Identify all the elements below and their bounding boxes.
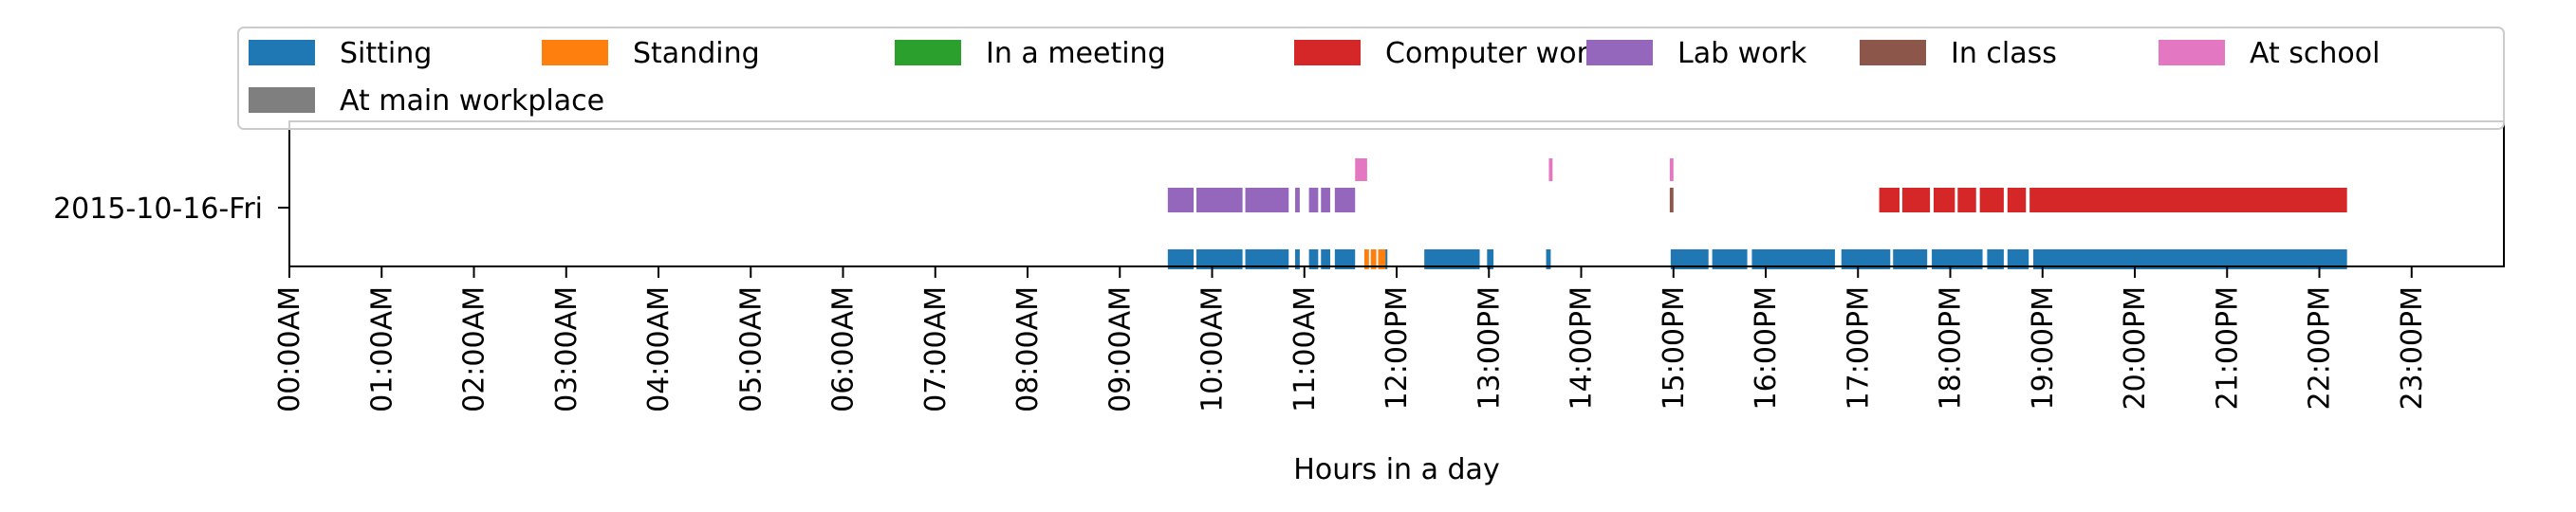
bar-sitting [1195, 249, 1243, 269]
bar-lab-work [1295, 188, 1300, 212]
bar-sitting [1424, 249, 1480, 269]
bar-computer-work [1879, 188, 1900, 212]
bar-standing [1370, 249, 1377, 269]
bar-computer-work [1901, 188, 1931, 212]
bar-sitting [1987, 249, 2004, 269]
x-tick-label: 17:00PM [1842, 286, 1875, 410]
bar-sitting [2033, 249, 2347, 269]
legend-label: Sitting [340, 37, 432, 70]
bar-lab-work [1195, 188, 1243, 212]
y-tick-label: 2015-10-16-Fri [53, 192, 263, 226]
bar-sitting [1546, 249, 1551, 269]
bar-sitting [1334, 249, 1356, 269]
bar-sitting [1841, 249, 1891, 269]
x-tick-label: 16:00PM [1750, 286, 1783, 410]
legend-swatch [1586, 40, 1653, 65]
bar-sitting [1932, 249, 1983, 269]
y-axis: 2015-10-16-Fri [53, 192, 289, 226]
bar-sitting [2007, 249, 2029, 269]
bar-sitting [1295, 249, 1300, 269]
bar-computer-work [1957, 188, 1976, 212]
x-tick-label: 01:00AM [365, 286, 398, 412]
bar-computer-work [1979, 188, 2004, 212]
bar-sitting [1245, 249, 1289, 269]
bar-computer-work [1933, 188, 1955, 212]
legend-label: Computer work [1385, 37, 1605, 70]
x-tick-label: 13:00PM [1473, 286, 1506, 410]
bar-computer-work [2007, 188, 2027, 212]
x-tick-label: 11:00AM [1288, 286, 1322, 412]
legend-label: Lab work [1677, 37, 1807, 70]
bar-standing [1363, 249, 1369, 269]
x-tick-label: 05:00AM [734, 286, 768, 412]
bar-computer-work [2029, 188, 2347, 212]
x-tick-label: 03:00AM [550, 286, 584, 412]
legend: Sitting Standing In a meeting Computer work… [237, 27, 2505, 130]
legend-label: At main workplace [340, 84, 604, 118]
legend-label: In a meeting [986, 37, 1166, 70]
x-tick-label: 06:00AM [827, 286, 861, 412]
x-tick-label: 20:00PM [2119, 286, 2152, 410]
bar-in-class [1669, 188, 1674, 212]
bar-lab-work [1167, 188, 1195, 212]
legend-label: In class [1951, 37, 2057, 70]
legend-swatch [249, 40, 315, 65]
x-tick-label: 09:00AM [1103, 286, 1137, 412]
bar-sitting [1712, 249, 1748, 269]
legend-swatch [895, 40, 961, 65]
legend-label: Standing [633, 37, 760, 70]
bar-lab-work [1308, 188, 1319, 212]
legend-frame [237, 27, 2505, 130]
bar-lab-work [1334, 188, 1356, 212]
x-tick-label: 15:00PM [1658, 286, 1691, 410]
bar-sitting [1670, 249, 1709, 269]
bar-lab-work [1321, 188, 1330, 212]
bar-sitting [1487, 249, 1494, 269]
bar-sitting [1167, 249, 1195, 269]
x-tick-label: 18:00PM [1935, 286, 1968, 410]
x-tick-label: 00:00AM [273, 286, 306, 412]
bar-sitting [1893, 249, 1928, 269]
x-tick-label: 07:00AM [919, 286, 953, 412]
bar-standing [1378, 249, 1386, 269]
legend-label: At school [2250, 37, 2380, 70]
x-tick-label: 08:00AM [1011, 286, 1045, 412]
x-tick-label: 22:00PM [2304, 286, 2337, 410]
x-tick-label: 21:00PM [2211, 286, 2244, 410]
x-axis-title: Hours in a day [1293, 453, 1499, 486]
legend-swatch [1860, 40, 1926, 65]
bar-at-school [1548, 158, 1553, 181]
bar-sitting [1308, 249, 1319, 269]
x-axis: 00:00AM 01:00AM 02:00AM 03:00AM 04:00AM 05:00… [273, 266, 2429, 412]
bar-sitting [1321, 249, 1330, 269]
x-tick-label: 23:00PM [2396, 286, 2429, 410]
legend-swatch [542, 40, 608, 65]
x-tick-label: 04:00AM [642, 286, 676, 412]
bars-layer [1167, 158, 2347, 269]
x-tick-label: 10:00AM [1196, 286, 1230, 412]
bar-at-school [1355, 158, 1367, 181]
x-tick-label: 14:00PM [1566, 286, 1599, 410]
legend-swatch [1294, 40, 1361, 65]
legend-swatch [249, 87, 315, 113]
bar-lab-work [1245, 188, 1289, 212]
bar-at-school [1669, 158, 1674, 181]
x-tick-label: 02:00AM [458, 286, 491, 412]
bar-sitting [1751, 249, 1835, 269]
x-tick-label: 12:00PM [1381, 286, 1414, 410]
x-tick-label: 19:00PM [2027, 286, 2060, 410]
legend-swatch [2159, 40, 2225, 65]
